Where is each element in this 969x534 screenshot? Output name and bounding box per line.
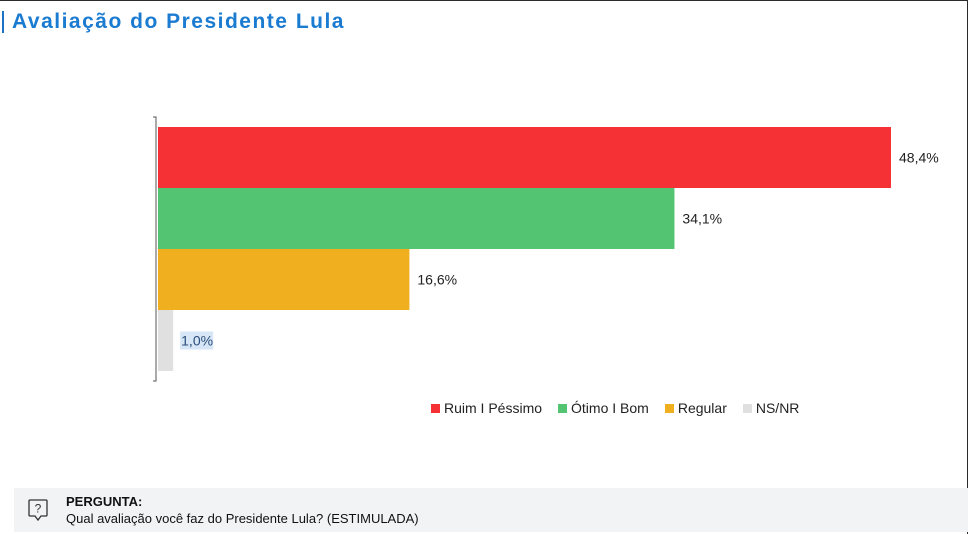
chart-legend: Ruim I Péssimo Ótimo I Bom Regular NS/NR	[431, 400, 815, 416]
data-label-ns-nr: 1,0%	[181, 333, 213, 349]
question-bubble-icon: ?	[26, 498, 50, 522]
question-label: PERGUNTA:	[66, 494, 143, 509]
legend-label: Regular	[677, 400, 727, 416]
legend-swatch	[558, 403, 568, 413]
bar-ns-nr	[158, 310, 174, 371]
y-axis-line	[153, 116, 157, 382]
svg-text:?: ?	[35, 502, 42, 516]
data-label-ruim-i-pessimo: 48,4%	[899, 150, 939, 166]
bar-ruim-i-pessimo	[158, 127, 891, 188]
legend-swatch	[431, 403, 440, 413]
legend-label: Ruim I Péssimo	[444, 400, 543, 416]
data-label-regular: 16,6%	[417, 272, 457, 288]
legend-swatch	[664, 403, 674, 413]
legend-swatch	[742, 403, 752, 413]
question-box: ? PERGUNTA: Qual avaliação você faz do P…	[14, 488, 968, 532]
legend-item-ns-nr: NS/NR	[742, 400, 800, 416]
legend-label: NS/NR	[755, 400, 800, 416]
bar-regular	[158, 249, 410, 310]
data-label-otimo-i-bom: 34,1%	[682, 211, 722, 227]
bar-chart: 48,4% 34,1% 16,6% 1,0%	[153, 116, 939, 382]
title-accent-bar	[2, 11, 4, 33]
page-title: Avaliação do Presidente Lula	[12, 10, 345, 33]
bar-otimo-i-bom	[158, 188, 675, 249]
question-text-block: PERGUNTA: Qual avaliação você faz do Pre…	[66, 493, 419, 527]
data-label-highlight	[180, 331, 214, 350]
question-text: Qual avaliação você faz do Presidente Lu…	[66, 511, 419, 526]
legend-item-ruim-pessimo: Ruim I Péssimo	[431, 400, 542, 416]
legend-item-regular: Regular	[664, 400, 727, 416]
title-bar: Avaliação do Presidente Lula	[0, 8, 345, 36]
legend-item-otimo-bom: Ótimo I Bom	[558, 400, 649, 416]
legend-label: Ótimo I Bom	[571, 400, 649, 416]
